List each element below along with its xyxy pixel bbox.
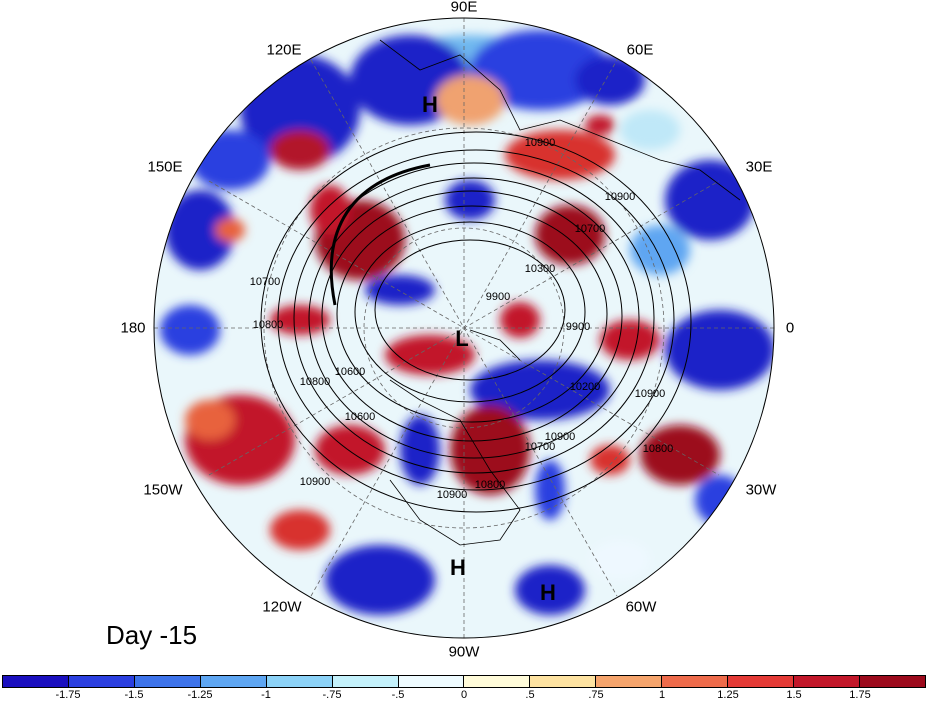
longitude-label-90w: 90W xyxy=(448,643,480,661)
longitude-label-120w: 120W xyxy=(262,598,302,616)
contour-label: 10800 xyxy=(300,376,331,388)
colorbar-tick-label: -1.75 xyxy=(55,689,81,701)
contour-label: 10900 xyxy=(605,191,636,203)
coastlines xyxy=(379,39,741,546)
colorbar-segment xyxy=(398,676,465,687)
contour-label: 10300 xyxy=(525,263,556,275)
polar-stereographic-map: 1090010900107001030099001060010800109001… xyxy=(153,17,775,639)
longitude-label-60e: 60E xyxy=(626,41,654,59)
contour-label: 10800 xyxy=(475,479,506,491)
high-pressure-marker: H xyxy=(450,555,466,580)
colorbar-tick-label: .5 xyxy=(525,689,535,701)
contour-label: 10700 xyxy=(575,223,606,235)
contour-label: 10900 xyxy=(437,489,468,501)
colorbar-segment xyxy=(200,676,267,687)
colorbar-tick-label: .75 xyxy=(588,689,604,701)
high-pressure-marker: H xyxy=(422,92,438,117)
colorbar-tick-label: -1.5 xyxy=(124,689,144,701)
longitude-label-90e: 90E xyxy=(450,0,478,16)
contour-label: 10900 xyxy=(300,476,331,488)
longitude-label-120e: 120E xyxy=(266,41,302,59)
colorbar-tick-label: -1 xyxy=(261,689,271,701)
contour-label: 10800 xyxy=(253,319,284,331)
contour-label: 10600 xyxy=(335,366,366,378)
panel-title: Day -15 xyxy=(106,620,198,650)
high-pressure-marker: H xyxy=(540,580,556,605)
low-pressure-marker: L xyxy=(455,326,468,351)
colorbar-tick-label: -.5 xyxy=(391,689,405,701)
longitude-label-0: 0 xyxy=(785,319,795,337)
colorbar-segment xyxy=(266,676,333,687)
longitude-label-150w: 150W xyxy=(143,481,183,499)
contour-label: 9900 xyxy=(566,321,590,333)
longitude-label-30w: 30W xyxy=(745,481,777,499)
colorbar-segment xyxy=(464,676,531,687)
colorbar-segment xyxy=(3,676,69,687)
contour-label: 9900 xyxy=(486,291,510,303)
colorbar-tick-label: 0 xyxy=(460,689,468,701)
contour-label: 10800 xyxy=(643,443,674,455)
colorbar-segment xyxy=(68,676,135,687)
colorbar-segment xyxy=(332,676,399,687)
contour-label: 10900 xyxy=(525,137,556,149)
contour-labels: 1090010900107001030099001060010800109001… xyxy=(250,137,674,501)
contour-label: 10200 xyxy=(570,381,601,393)
colorbar-segment xyxy=(596,676,663,687)
colorbar-tick-label: 1.5 xyxy=(786,689,802,701)
colorbar-segment xyxy=(530,676,597,687)
colorbar-segment xyxy=(794,676,860,687)
longitude-label-180: 180 xyxy=(120,319,146,337)
longitude-label-150e: 150E xyxy=(147,158,183,176)
colorbar-tick-label: -.75 xyxy=(322,689,342,701)
colorbar-tick-label: 1.75 xyxy=(849,689,871,701)
gridlines xyxy=(154,18,774,638)
colorbar-segment xyxy=(728,676,795,687)
colorbar xyxy=(2,675,926,688)
map-boundary xyxy=(153,17,775,639)
colorbar-segment xyxy=(134,676,201,687)
colorbar-tick-label: 1.25 xyxy=(717,689,739,701)
pressure-markers: H L H H xyxy=(422,92,556,605)
contour-label: 10700 xyxy=(250,276,281,288)
colorbar-tick-label: -1.25 xyxy=(187,689,213,701)
longitude-label-60w: 60W xyxy=(625,598,657,616)
contour-label: 10900 xyxy=(635,388,666,400)
contour-label: 10900 xyxy=(545,431,576,443)
contour-label: 10600 xyxy=(345,411,376,423)
contour-label: 10700 xyxy=(525,441,556,453)
longitude-label-30e: 30E xyxy=(745,158,773,176)
colorbar-segment xyxy=(859,676,925,687)
colorbar-segment xyxy=(662,676,729,687)
geopotential-contours xyxy=(260,131,692,513)
colorbar-tick-label: 1 xyxy=(658,689,666,701)
